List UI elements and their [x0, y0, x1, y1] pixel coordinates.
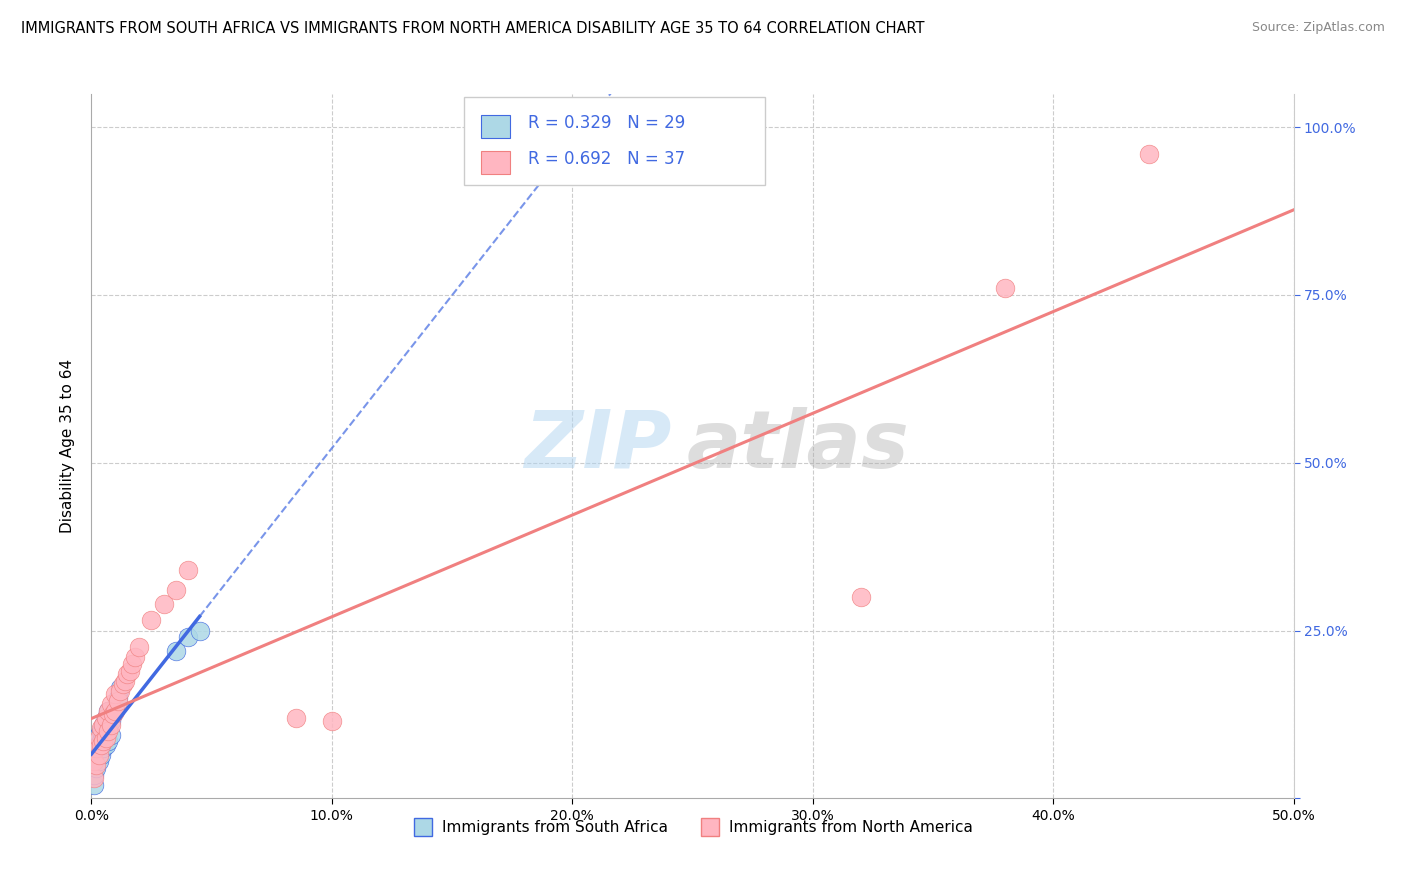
- FancyBboxPatch shape: [481, 115, 510, 138]
- Point: [104, 704, 127, 718]
- Point: [94, 738, 117, 752]
- Point: [84, 741, 107, 756]
- Point: [100, 728, 122, 742]
- Point: [94, 711, 117, 725]
- Text: atlas: atlas: [686, 407, 910, 485]
- Point: [849, 590, 872, 604]
- Point: [93, 717, 115, 731]
- Point: [83, 755, 105, 769]
- Point: [87, 747, 110, 762]
- Point: [83, 778, 105, 792]
- Point: [321, 714, 343, 728]
- Point: [90, 747, 112, 762]
- Point: [93, 734, 115, 748]
- Point: [97, 704, 120, 718]
- Text: Source: ZipAtlas.com: Source: ZipAtlas.com: [1251, 21, 1385, 34]
- Point: [87, 738, 110, 752]
- Text: R = 0.329   N = 29: R = 0.329 N = 29: [527, 114, 685, 132]
- Point: [117, 667, 139, 681]
- Point: [165, 643, 187, 657]
- Point: [104, 700, 127, 714]
- Point: [94, 728, 117, 742]
- Point: [176, 630, 198, 644]
- Point: [114, 673, 136, 688]
- Point: [107, 690, 129, 705]
- Point: [107, 694, 129, 708]
- Point: [100, 717, 122, 731]
- Point: [90, 721, 112, 735]
- Point: [90, 724, 112, 739]
- Point: [94, 731, 117, 745]
- Text: ZIP: ZIP: [524, 407, 672, 485]
- Point: [110, 684, 132, 698]
- Point: [97, 734, 120, 748]
- Point: [165, 583, 187, 598]
- Point: [94, 711, 117, 725]
- Point: [110, 681, 132, 695]
- Point: [118, 664, 141, 678]
- Point: [93, 741, 115, 756]
- Point: [101, 707, 124, 722]
- Point: [1137, 147, 1160, 161]
- FancyBboxPatch shape: [481, 151, 510, 174]
- Y-axis label: Disability Age 35 to 64: Disability Age 35 to 64: [59, 359, 75, 533]
- Point: [100, 698, 122, 712]
- Point: [84, 751, 107, 765]
- Point: [124, 650, 146, 665]
- Point: [93, 731, 115, 745]
- Point: [84, 741, 107, 756]
- Point: [100, 714, 122, 728]
- Point: [84, 761, 107, 775]
- Point: [121, 657, 143, 672]
- Legend: Immigrants from South Africa, Immigrants from North America: Immigrants from South Africa, Immigrants…: [405, 814, 980, 841]
- Point: [87, 728, 110, 742]
- Point: [152, 597, 174, 611]
- Point: [104, 687, 127, 701]
- Point: [111, 677, 134, 691]
- Point: [128, 640, 150, 655]
- Point: [83, 771, 105, 785]
- Point: [176, 563, 198, 577]
- Text: IMMIGRANTS FROM SOUTH AFRICA VS IMMIGRANTS FROM NORTH AMERICA DISABILITY AGE 35 : IMMIGRANTS FROM SOUTH AFRICA VS IMMIGRAN…: [21, 21, 925, 36]
- Point: [90, 734, 112, 748]
- Point: [97, 724, 120, 739]
- Point: [93, 717, 115, 731]
- Point: [83, 768, 105, 782]
- Point: [97, 721, 120, 735]
- Point: [90, 738, 112, 752]
- Point: [97, 704, 120, 718]
- Point: [101, 707, 124, 722]
- Point: [87, 755, 110, 769]
- Point: [284, 711, 307, 725]
- Point: [84, 757, 107, 772]
- Point: [994, 281, 1017, 295]
- Point: [141, 614, 163, 628]
- Point: [87, 731, 110, 745]
- Text: R = 0.692   N = 37: R = 0.692 N = 37: [527, 150, 685, 169]
- FancyBboxPatch shape: [464, 97, 765, 186]
- Point: [188, 624, 211, 638]
